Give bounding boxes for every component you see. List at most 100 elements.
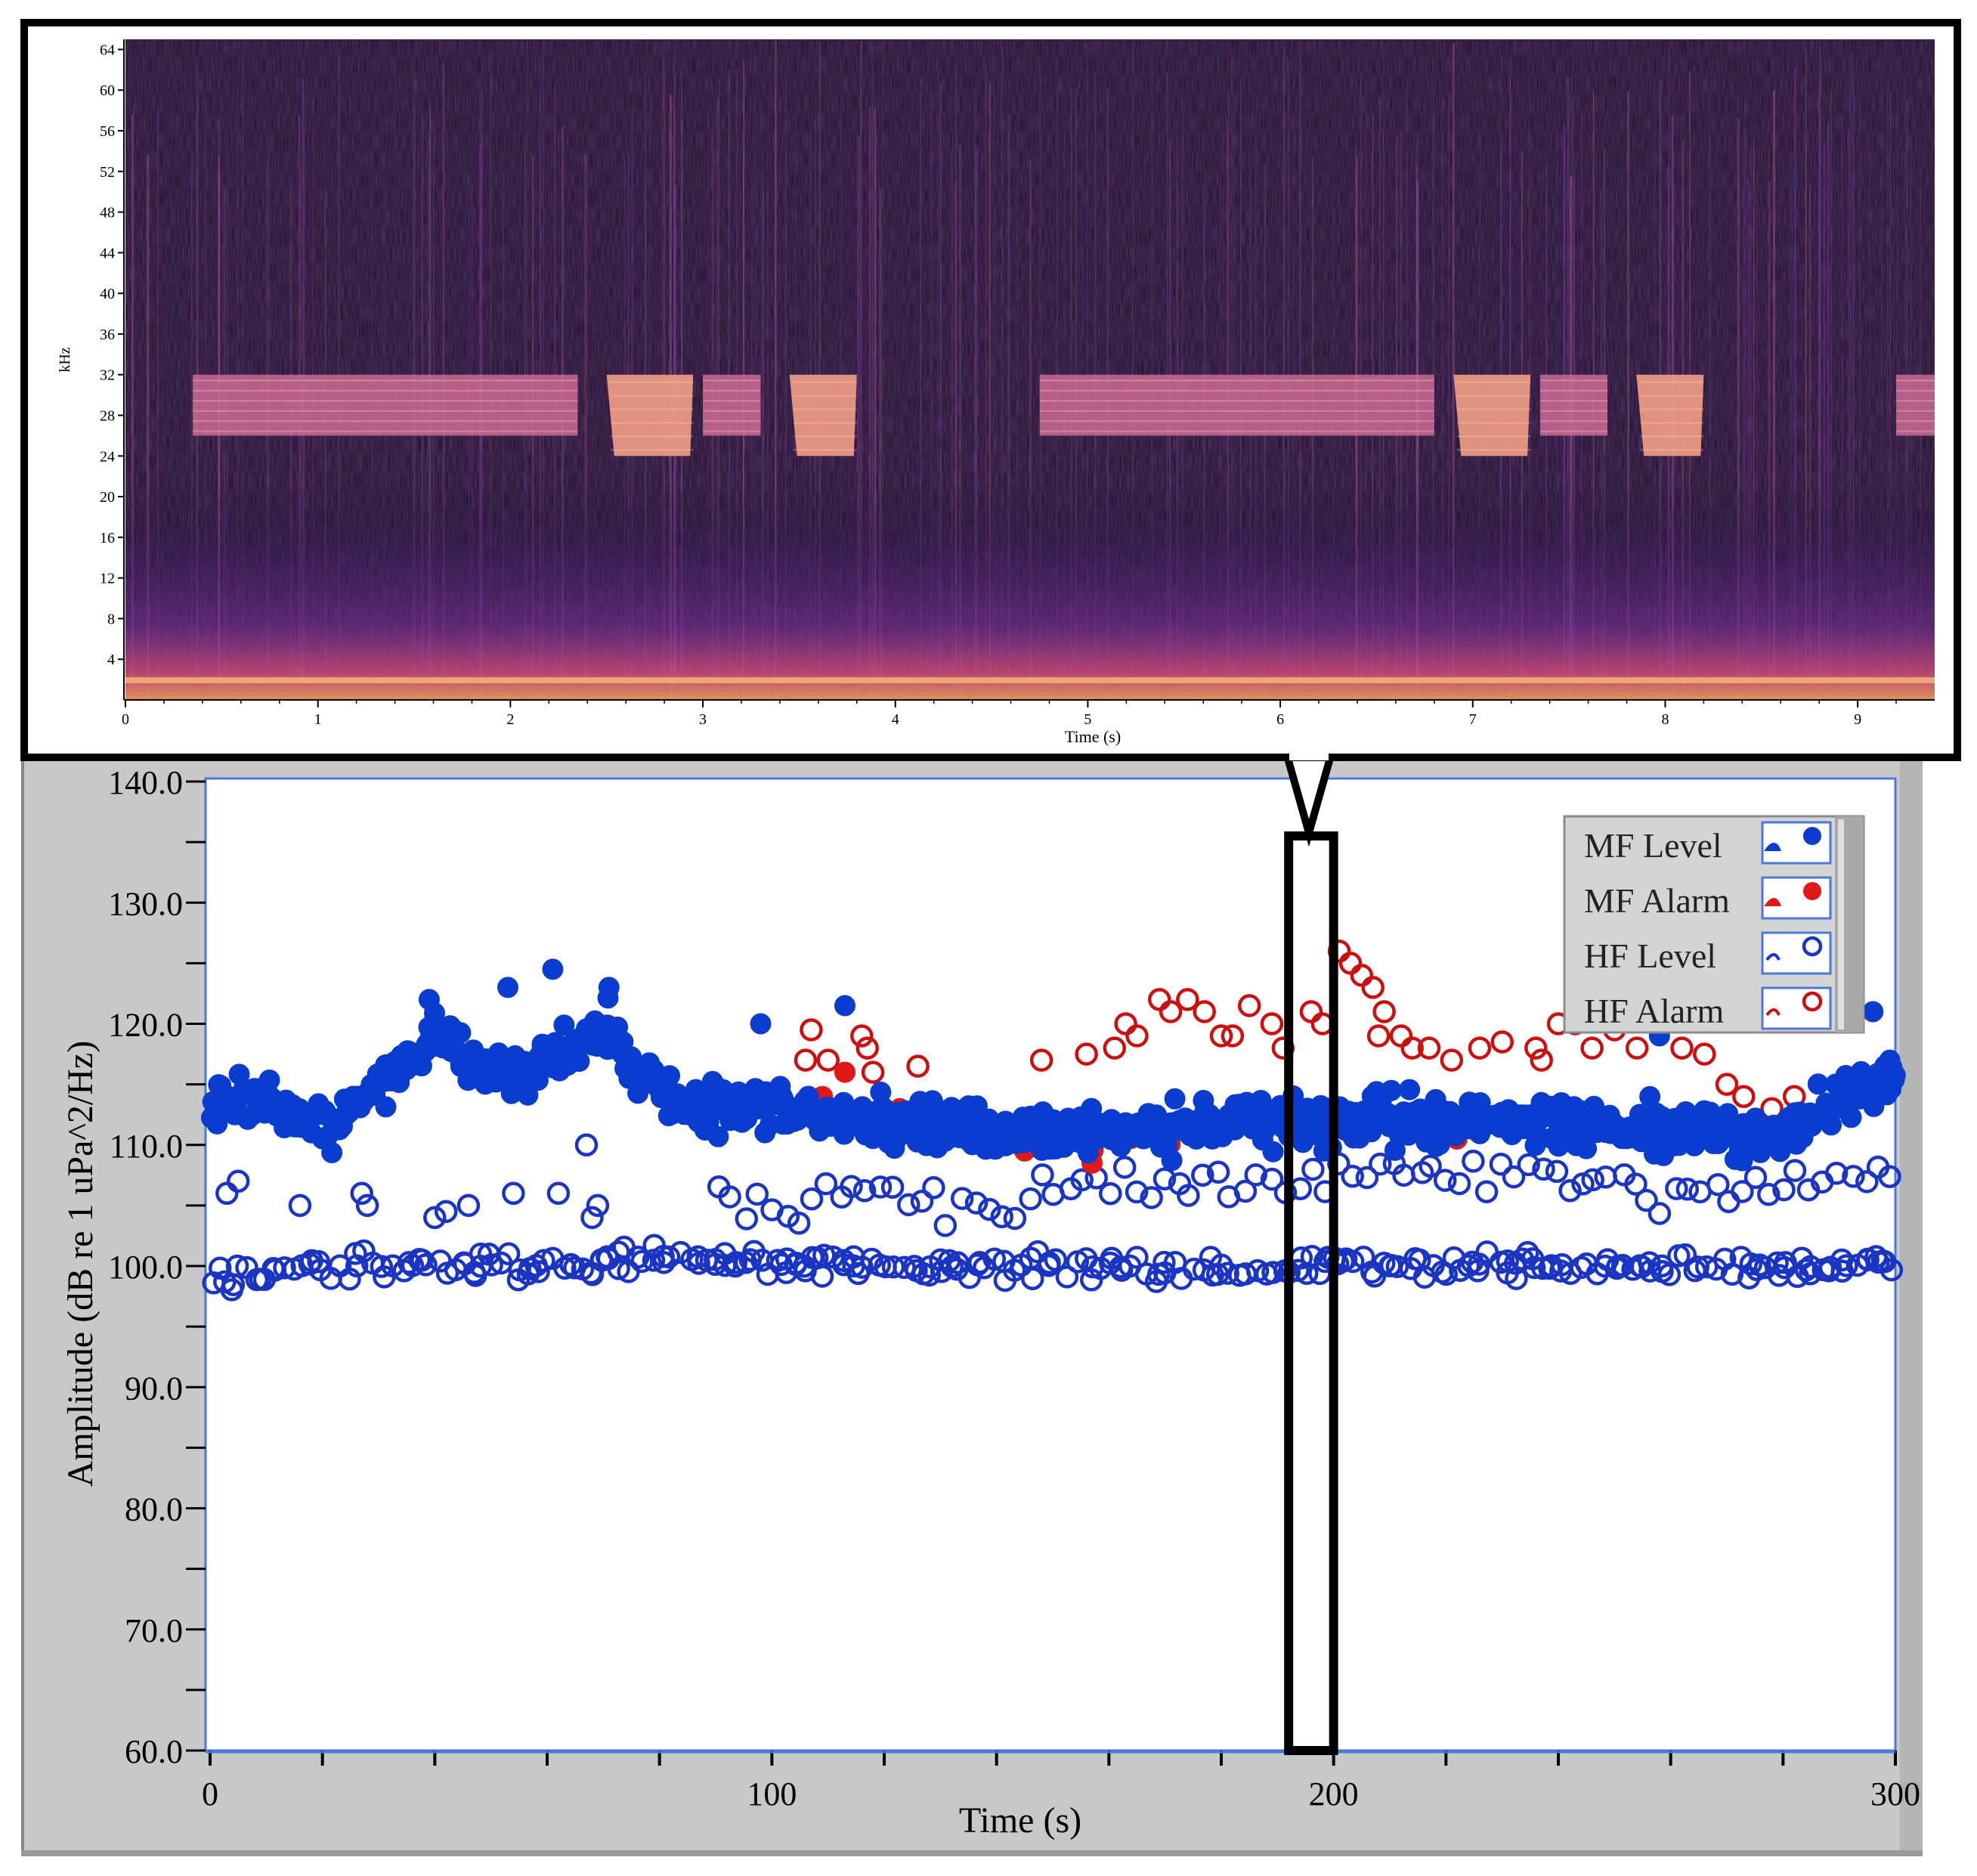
spectrogram-y-tick-label: 48 xyxy=(100,205,115,221)
spectrogram-band-harmonic xyxy=(1457,422,1531,424)
point-mf-level xyxy=(1161,1150,1183,1172)
point-hf-level xyxy=(1624,1172,1648,1196)
point-hf-level xyxy=(1433,1169,1457,1192)
point-hf-level xyxy=(1772,1178,1796,1202)
point-hf-level xyxy=(657,1245,681,1269)
spectrogram-streak xyxy=(860,41,862,700)
scatter-x-tick-label: 300 xyxy=(1870,1775,1920,1813)
spectrogram-streak xyxy=(1744,104,1747,701)
point-hf-level xyxy=(1055,1265,1079,1289)
spectrogram-streak xyxy=(1332,183,1335,700)
spectrogram-streak xyxy=(976,145,978,701)
spectrogram-streak xyxy=(218,178,220,701)
point-hf-alarm xyxy=(1075,1042,1098,1066)
point-hf-level xyxy=(1517,1153,1540,1177)
point-mf-level xyxy=(1399,1079,1421,1101)
point-hf-level xyxy=(910,1189,934,1213)
point-mf-level xyxy=(750,1013,772,1035)
spectrogram-band-harmonic xyxy=(793,435,857,438)
spectrogram-bands xyxy=(193,374,1935,457)
legend-marker-fragment xyxy=(1764,843,1782,851)
spectrogram-streak xyxy=(1441,98,1443,700)
spectrogram-band-harmonic xyxy=(1039,379,1434,382)
spectrogram-streak xyxy=(1859,101,1861,700)
legend: MF Level MF Alarm HF Level HF Alarm xyxy=(1563,815,1865,1034)
legend-swatch[interactable] xyxy=(1761,821,1832,865)
spectrogram-baseline-line xyxy=(125,677,1935,683)
spectrogram-streak xyxy=(763,189,764,701)
spectrogram-y-tick-label: 52 xyxy=(100,164,115,181)
point-hf-level xyxy=(840,1175,863,1199)
spectrogram-band-harmonic xyxy=(1640,381,1704,383)
legend-swatch[interactable] xyxy=(1761,876,1832,920)
spectrogram-streak xyxy=(1850,51,1852,701)
point-hf-level xyxy=(1522,1255,1546,1280)
point-hf-alarm xyxy=(1440,1048,1464,1072)
spectrogram-y-tick-label: 36 xyxy=(100,327,115,343)
point-hf-alarm xyxy=(1732,1085,1756,1108)
point-hf-level xyxy=(880,1175,905,1199)
point-hf-level xyxy=(355,1193,379,1218)
spectrogram-band-harmonic xyxy=(1457,435,1531,438)
legend-marker-fragment xyxy=(1764,898,1782,906)
point-hf-level xyxy=(1743,1166,1768,1190)
spectrogram-streak xyxy=(874,106,876,700)
point-hf-level xyxy=(738,1248,763,1271)
spectrogram-x-tick-label: 7 xyxy=(1469,711,1477,728)
spectrogram-band-harmonic xyxy=(1457,408,1531,410)
spectrogram-streak xyxy=(1794,67,1796,700)
spectrogram-streak xyxy=(146,156,149,700)
scatter-x-tick-label: 0 xyxy=(202,1775,218,1813)
point-hf-level xyxy=(1466,1259,1490,1283)
point-hf-alarm xyxy=(906,1054,930,1078)
point-hf-alarm xyxy=(861,1060,885,1084)
spectrogram-streak xyxy=(1805,50,1807,701)
point-hf-level xyxy=(1502,1165,1526,1189)
point-mf-level xyxy=(542,958,564,980)
scatter-x-tick-label: 200 xyxy=(1309,1775,1359,1813)
point-hf-alarm xyxy=(794,1048,818,1072)
point-hf-level xyxy=(574,1133,599,1157)
point-mf-level xyxy=(1863,1095,1885,1117)
spectrogram-streak xyxy=(1282,46,1286,700)
spectrogram-streak xyxy=(1007,114,1010,700)
legend-marker xyxy=(1802,936,1823,957)
point-hf-level xyxy=(288,1193,312,1218)
point-mf-level xyxy=(321,1142,343,1163)
spectrogram-streak xyxy=(1737,118,1740,700)
point-hf-level xyxy=(1021,1267,1044,1290)
spectrogram-streak xyxy=(1530,171,1532,700)
legend-label-mf-level: MF Level xyxy=(1584,826,1722,865)
spectrogram-y-tick-label: 32 xyxy=(100,367,115,384)
point-hf-level xyxy=(1152,1167,1177,1190)
point-hf-level xyxy=(1474,1180,1499,1203)
spectrogram-band-harmonic xyxy=(1640,422,1704,424)
point-hf-level xyxy=(208,1256,232,1280)
spectrogram-streak xyxy=(289,182,292,700)
point-hf-level xyxy=(1794,1258,1818,1282)
spectrogram-streak xyxy=(937,58,939,701)
point-mf-level xyxy=(1807,1073,1829,1095)
spectrogram-band-harmonic xyxy=(1539,420,1607,423)
point-hf-alarm xyxy=(800,1018,823,1042)
legend-swatch[interactable] xyxy=(1761,931,1832,975)
scatter-points xyxy=(200,940,1906,1302)
point-hf-level xyxy=(1532,1157,1555,1181)
spectrogram-band-harmonic xyxy=(193,389,578,392)
point-hf-level xyxy=(1558,1179,1582,1203)
panel-right-bevel xyxy=(1900,748,1923,1856)
spectrogram-y-tick-label: 64 xyxy=(100,42,115,58)
spectrogram-streak xyxy=(468,176,470,701)
point-hf-level xyxy=(1581,1168,1604,1192)
scatter-y-tick-label: 60.0 xyxy=(125,1733,183,1770)
legend-swatch[interactable] xyxy=(1761,986,1832,1030)
point-hf-level xyxy=(1880,1258,1904,1282)
point-hf-alarm xyxy=(1209,1024,1233,1048)
spectrogram-band-harmonic xyxy=(193,410,578,412)
point-hf-level xyxy=(1244,1163,1267,1187)
spectrogram-streak xyxy=(1823,141,1826,701)
spectrogram-band xyxy=(1039,374,1434,436)
point-hf-alarm xyxy=(855,1036,879,1060)
scatter-y-tick-label: 70.0 xyxy=(125,1612,183,1649)
spectrogram-band-harmonic xyxy=(1640,435,1704,438)
